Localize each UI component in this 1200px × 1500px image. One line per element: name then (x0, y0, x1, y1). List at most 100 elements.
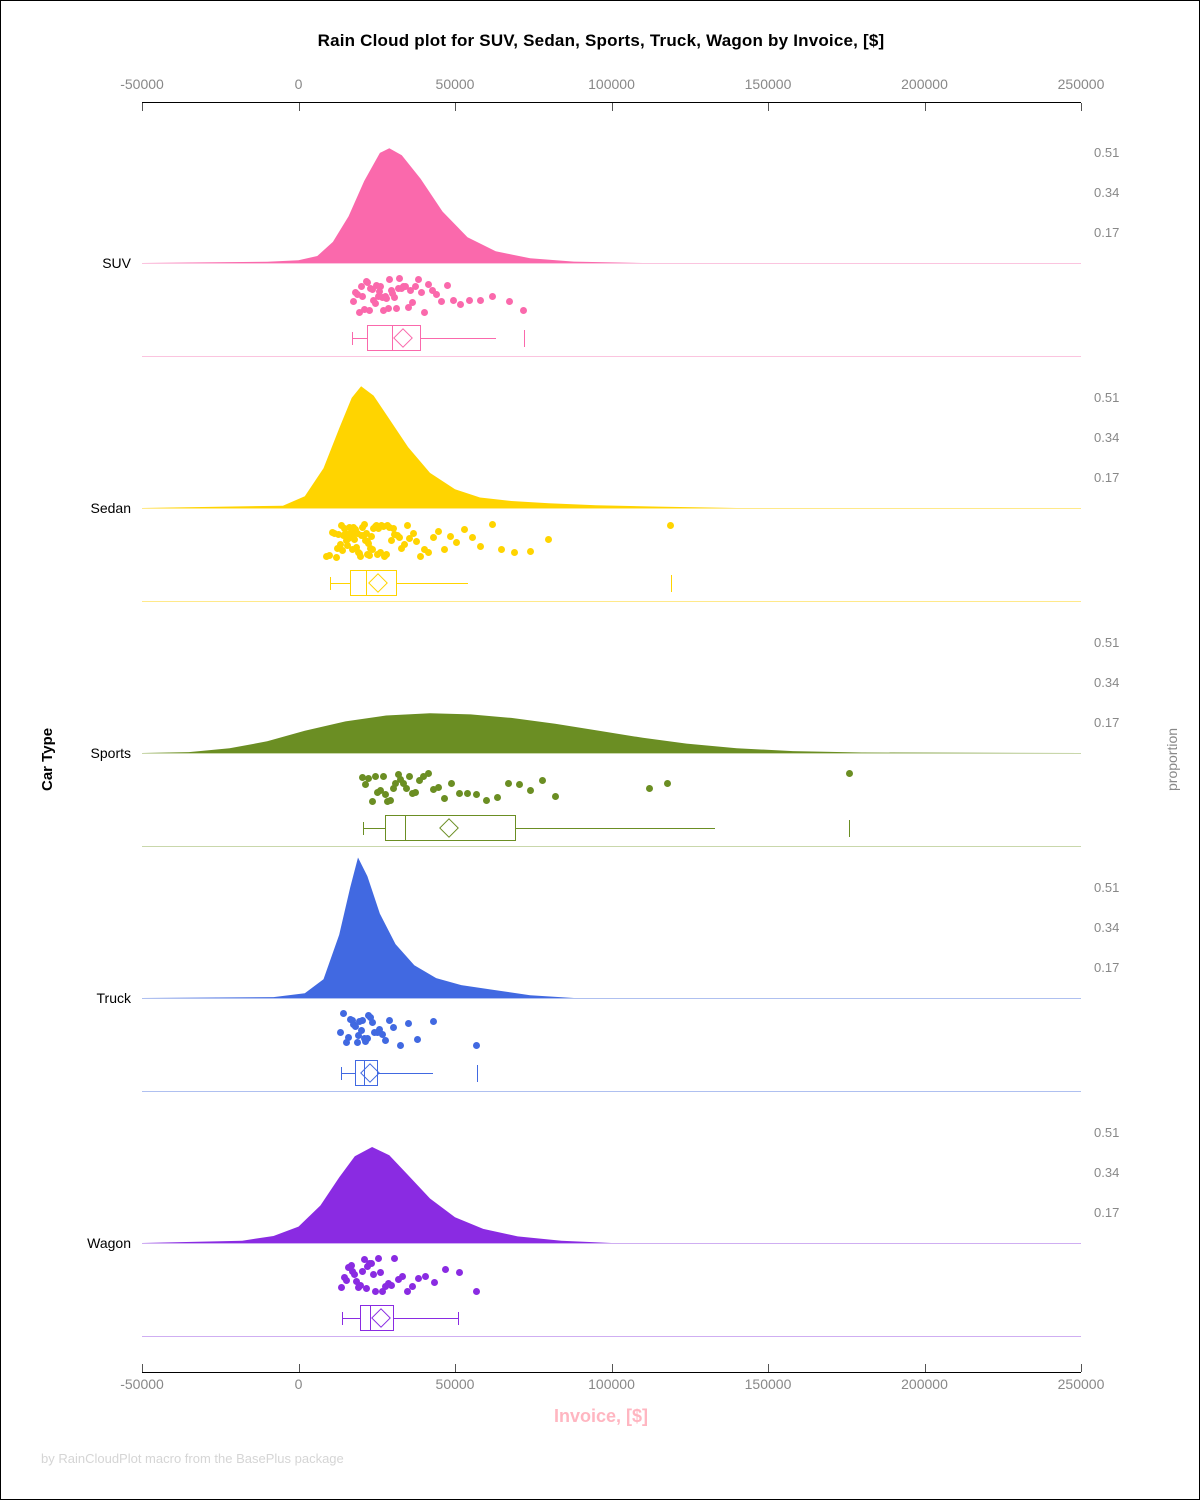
data-point (424, 769, 432, 777)
data-point (351, 535, 359, 543)
whisker-high-line (397, 583, 468, 584)
whisker-low-cap (329, 577, 331, 590)
x-axis-tick-label: -50000 (120, 76, 164, 92)
panel-separator (142, 601, 1081, 602)
data-point (372, 1287, 380, 1295)
data-point (406, 287, 414, 295)
proportion-tick-label: 0.51 (1094, 880, 1120, 895)
panel-sedan: 0.51 0.34 0.17 Sedan (1, 358, 1199, 603)
data-point (435, 528, 443, 536)
data-point (371, 299, 379, 307)
data-point (349, 298, 357, 306)
density-curve-wagon (142, 1147, 1081, 1243)
data-point (353, 544, 361, 552)
data-point (520, 306, 528, 314)
data-point (369, 1019, 377, 1027)
panel-truck: 0.51 0.34 0.17 Truck (1, 848, 1199, 1093)
data-point (498, 546, 506, 554)
data-point (386, 276, 394, 284)
density-curve-sports (142, 713, 1081, 753)
data-point (374, 1255, 382, 1263)
x-axis-tick (142, 1364, 143, 1372)
data-point (424, 281, 432, 288)
category-label-sports: Sports (90, 745, 131, 761)
data-point (405, 772, 413, 780)
data-point (392, 305, 400, 313)
x-axis-tick (768, 103, 769, 111)
data-point (368, 1260, 376, 1268)
data-point (417, 288, 425, 296)
proportion-tick-label: 0.51 (1094, 145, 1120, 160)
data-point (449, 297, 457, 305)
data-point (335, 531, 343, 539)
data-point (398, 1272, 406, 1280)
data-point (370, 1270, 378, 1278)
data-point (446, 533, 454, 541)
data-point (473, 1287, 481, 1295)
x-axis-tick-label: 100000 (588, 1376, 635, 1392)
density-curve-sedan (142, 386, 1081, 508)
x-axis-tick (925, 103, 926, 111)
data-point (359, 293, 367, 301)
category-label-suv: SUV (102, 255, 131, 271)
data-point (377, 786, 384, 794)
data-point (448, 779, 456, 787)
data-point (349, 546, 357, 554)
panel-separator (142, 1091, 1081, 1092)
median-line (392, 325, 394, 351)
panel-baseline (142, 753, 1081, 754)
x-axis-tick-label: 150000 (744, 1376, 792, 1392)
proportion-tick-label: 0.51 (1094, 390, 1120, 405)
x-axis-tick-label: 0 (294, 76, 303, 92)
median-line (404, 815, 406, 841)
data-point (338, 1283, 346, 1291)
data-point (382, 294, 390, 302)
data-point (341, 529, 349, 537)
median-line (370, 1305, 372, 1331)
data-point (334, 545, 342, 553)
box-iqr (367, 325, 421, 351)
data-point (356, 308, 364, 316)
whisker-low-line (340, 1073, 355, 1074)
whisker-low-line (342, 1318, 360, 1319)
data-point (473, 790, 481, 798)
data-point (356, 553, 364, 561)
x-axis-tick-label: -50000 (120, 1376, 164, 1392)
data-point (425, 548, 433, 556)
category-label-wagon: Wagon (87, 1235, 131, 1251)
data-point (400, 540, 408, 548)
data-point (382, 1037, 389, 1045)
data-point (351, 1023, 359, 1031)
proportion-axis-title: proportion (1164, 727, 1180, 791)
data-point (429, 533, 437, 541)
whisker-high-line (420, 338, 496, 339)
x-axis-tick-label: 100000 (588, 76, 635, 92)
x-axis-tick (299, 1364, 300, 1372)
data-point (381, 1283, 389, 1291)
data-point (366, 552, 374, 560)
panel-baseline (142, 998, 1081, 999)
data-point (376, 288, 384, 296)
x-axis-tick (299, 103, 300, 111)
data-point (453, 539, 461, 547)
data-point (457, 301, 465, 309)
data-point (362, 1284, 370, 1292)
data-point (421, 308, 429, 316)
data-point (373, 281, 381, 289)
x-axis-tick (768, 1364, 769, 1372)
data-point (344, 535, 352, 543)
data-point (645, 785, 653, 793)
data-point (510, 549, 518, 557)
data-point (387, 1282, 395, 1290)
panel-separator (142, 846, 1081, 847)
x-axis-tick (455, 1364, 456, 1372)
data-point (482, 797, 490, 805)
data-point (456, 1268, 464, 1276)
data-point (365, 774, 373, 782)
x-axis-tick (455, 103, 456, 111)
data-point (353, 1038, 361, 1046)
category-label-sedan: Sedan (90, 500, 131, 516)
data-point (429, 785, 437, 793)
data-point (369, 546, 377, 554)
